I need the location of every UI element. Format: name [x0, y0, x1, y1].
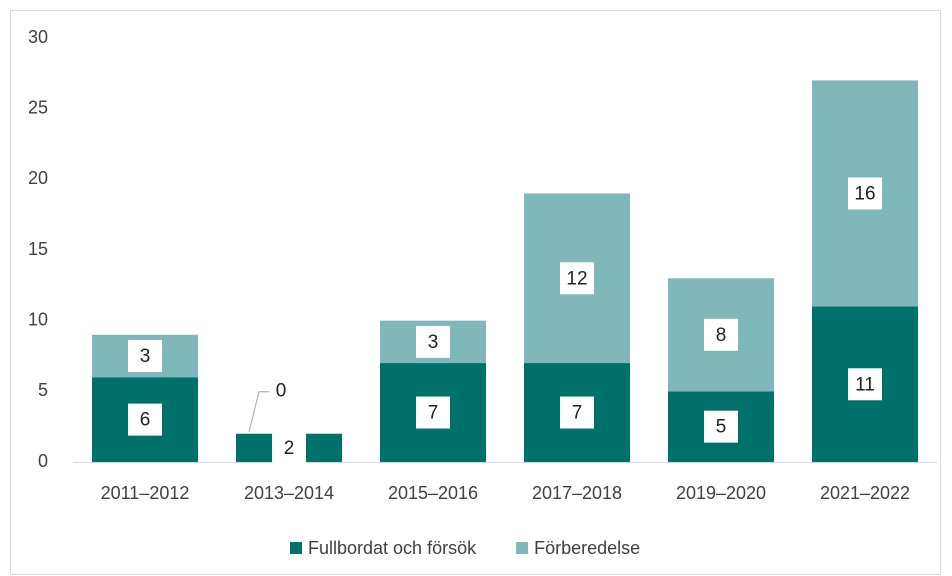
- data-label-box: [848, 177, 882, 210]
- data-label-box: [704, 410, 738, 443]
- data-label-box: [128, 403, 162, 436]
- data-label: 8: [716, 325, 727, 346]
- y-tick-label: 30: [28, 27, 48, 47]
- data-label-box: [560, 262, 594, 295]
- data-label-box: [416, 325, 450, 358]
- data-label-box: [704, 318, 738, 351]
- data-label: 3: [140, 346, 151, 367]
- chart-border: [10, 10, 941, 575]
- x-tick-label: 2011–2012: [101, 483, 190, 503]
- data-label: 11: [855, 374, 875, 395]
- data-label: 0: [276, 381, 287, 402]
- data-label-box: [272, 431, 306, 464]
- y-tick-label: 25: [28, 97, 48, 117]
- x-tick-label: 2013–2014: [244, 483, 334, 503]
- data-label: 5: [716, 417, 727, 438]
- data-label: 3: [428, 332, 439, 353]
- y-tick-label: 0: [38, 451, 48, 471]
- y-tick-label: 15: [28, 239, 48, 259]
- leader-line: [248, 391, 269, 432]
- data-label-box: [848, 368, 882, 401]
- legend-swatch: [516, 542, 529, 554]
- data-label: 2: [284, 438, 295, 459]
- data-label: 12: [566, 268, 587, 289]
- y-tick-label: 20: [28, 168, 48, 188]
- legend-swatch: [290, 542, 302, 554]
- data-label: 7: [572, 403, 583, 424]
- data-label: 7: [428, 403, 439, 424]
- data-label-box: [128, 340, 162, 372]
- x-tick-label: 2021–2022: [820, 483, 910, 503]
- x-tick-label: 2019–2020: [676, 483, 766, 503]
- legend-label: Fullbordat och försök: [308, 538, 477, 558]
- x-tick-label: 2015–2016: [388, 483, 478, 503]
- data-label-box: [560, 396, 594, 429]
- legend-label: Förberedelse: [534, 538, 640, 558]
- data-label-box: [416, 396, 450, 429]
- y-tick-label: 5: [38, 380, 48, 400]
- data-label: 6: [140, 410, 151, 431]
- data-label: 16: [854, 183, 875, 204]
- x-tick-label: 2017–2018: [532, 483, 622, 503]
- y-tick-label: 10: [28, 309, 48, 329]
